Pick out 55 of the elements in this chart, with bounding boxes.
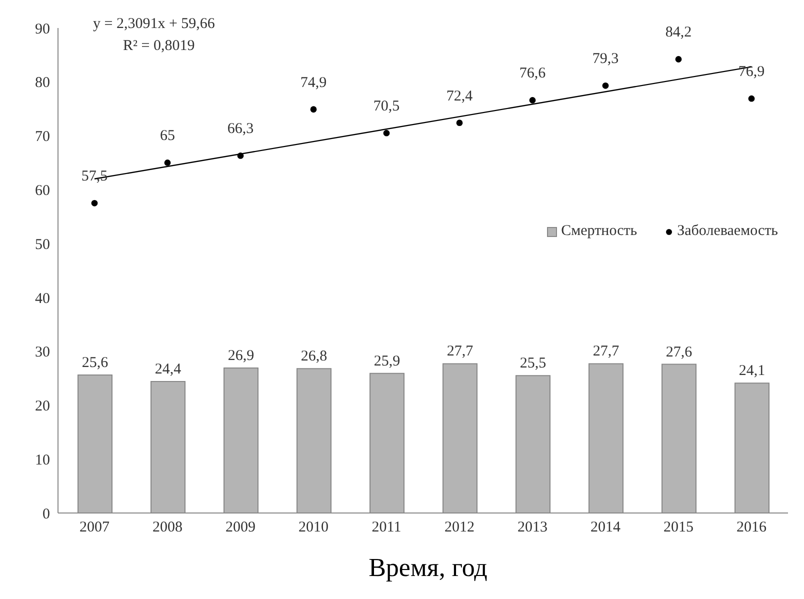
y-tick-label: 70 <box>35 129 50 146</box>
x-tick-label: 2013 <box>518 520 548 536</box>
x-tick-label: 2016 <box>736 520 767 536</box>
point <box>602 82 609 89</box>
y-tick-label: 50 <box>35 236 50 253</box>
y-tick-label: 20 <box>35 398 50 415</box>
data-label: 57,5 <box>81 168 108 185</box>
point <box>164 160 171 166</box>
y-tick-label: 40 <box>35 290 50 307</box>
point <box>456 120 463 126</box>
data-label: 25,9 <box>374 353 400 370</box>
data-label: 27,7 <box>446 344 474 360</box>
x-tick-label: 2014 <box>590 520 621 536</box>
data-label: 72,4 <box>446 88 474 104</box>
legend-label: Смертность <box>560 223 638 240</box>
point <box>310 106 317 113</box>
y-tick-label: 0 <box>42 506 50 522</box>
x-tick-label: 2015 <box>664 520 694 536</box>
point <box>529 97 536 104</box>
data-label: 26,9 <box>228 348 254 364</box>
annotation: R² = 0,8019 <box>123 38 195 55</box>
data-label: 66,3 <box>227 121 254 138</box>
point <box>748 95 755 102</box>
x-tick-label: 2007 <box>80 520 110 536</box>
x-axis-title: Время, год <box>368 553 488 583</box>
data-label: 76,6 <box>519 66 546 82</box>
data-label: 79,3 <box>592 51 619 68</box>
legend-label: Заболеваемость <box>676 223 778 240</box>
data-label: 76,9 <box>738 64 765 80</box>
y-tick-label: 30 <box>35 344 50 361</box>
data-label: 26,8 <box>300 348 328 365</box>
data-label: 24,1 <box>738 363 766 380</box>
point <box>675 56 682 62</box>
y-tick-label: 60 <box>35 182 50 199</box>
x-tick-label: 2009 <box>226 520 256 536</box>
data-label: 65 <box>160 128 175 144</box>
data-label: 25,6 <box>82 355 109 372</box>
data-label: 27,7 <box>592 344 620 360</box>
point <box>383 130 390 136</box>
annotation: y = 2,3091x + 59,66 <box>93 16 215 33</box>
data-label: 25,5 <box>520 356 546 372</box>
point <box>91 200 98 206</box>
x-tick-label: 2011 <box>372 520 402 536</box>
y-tick-label: 90 <box>35 21 50 38</box>
y-tick-label: 10 <box>35 452 50 468</box>
x-tick-label: 2008 <box>152 520 182 536</box>
x-tick-label: 2010 <box>298 520 328 536</box>
y-tick-label: 80 <box>35 75 50 92</box>
data-label: 27,6 <box>666 344 693 360</box>
x-tick-label: 2012 <box>444 520 474 536</box>
data-label: 74,9 <box>300 74 327 91</box>
point <box>237 152 244 159</box>
data-label: 70,5 <box>373 98 400 115</box>
data-label: 84,2 <box>665 24 692 41</box>
data-label: 24,4 <box>154 362 182 378</box>
